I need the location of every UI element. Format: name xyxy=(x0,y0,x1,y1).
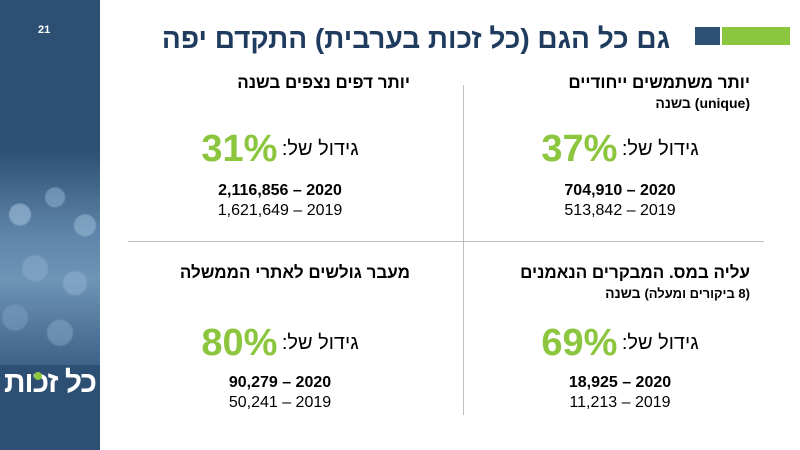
stat-subheading: (unique) בשנה xyxy=(655,95,750,111)
page-number: 21 xyxy=(38,24,51,36)
growth-row: גידול של: 37% xyxy=(490,128,750,171)
growth-label: גידול של: xyxy=(621,138,699,160)
value-2019: 11,213 – 2019 xyxy=(569,394,671,411)
growth-value: 80% xyxy=(201,322,278,364)
value-2019: 513,842 – 2019 xyxy=(564,202,676,219)
vertical-divider xyxy=(463,85,464,415)
stat-subheading-rest: בשנה xyxy=(605,285,645,301)
value-2020: 704,910 – 2020 xyxy=(564,182,676,199)
growth-label: גידול של: xyxy=(281,332,359,354)
sponsors-text: בסיוע משרד המשפטים, משרד הדיגיטל הלאומי … xyxy=(704,412,794,445)
stat-subheading-small: (8 ביקורים ומעלה) xyxy=(644,286,750,301)
stat-loyal-visitors: עליה במס. המבקרים הנאמנים (8 ביקורים ומע… xyxy=(470,262,750,411)
value-2020: 90,279 – 2020 xyxy=(228,374,332,391)
horizontal-divider xyxy=(128,241,764,242)
logo: כל זכות xyxy=(3,366,97,404)
crowd-photo xyxy=(0,150,100,365)
stat-subheading: (8 ביקורים ומעלה) בשנה xyxy=(470,283,750,304)
growth-row: גידול של: 69% xyxy=(490,322,750,365)
growth-row: גידול של: 31% xyxy=(150,128,410,171)
growth-value: 69% xyxy=(541,322,618,364)
growth-value: 37% xyxy=(541,128,618,170)
sponsor-line: בסיוע משרד המשפטים, xyxy=(719,413,794,422)
slide-title: גם כל הגם (כל זכות בערבית) התקדם יפה xyxy=(161,23,670,54)
value-2019: 1,621,649 – 2019 xyxy=(217,202,343,219)
growth-label: גידול של: xyxy=(281,138,359,160)
sidebar xyxy=(0,0,100,450)
title-accent-green xyxy=(722,27,790,45)
growth-label: גידול של: xyxy=(621,332,699,354)
stat-page-views: יותר דפים נצפים בשנה גידול של: 31% 2,116… xyxy=(130,72,410,219)
stat-heading: יותר משתמשים ייחודיים (unique) בשנה xyxy=(470,72,750,116)
logo-dot-icon xyxy=(34,372,42,380)
logo-text: כל זכות xyxy=(3,366,97,399)
stat-heading: יותר דפים נצפים בשנה xyxy=(130,72,410,116)
value-2020: 18,925 – 2020 xyxy=(568,374,672,391)
growth-row: גידול של: 80% xyxy=(150,322,410,365)
sponsor-line: וג'וינט ישראל xyxy=(753,435,794,444)
stat-heading-text: מעבר גולשים לאתרי הממשלה xyxy=(179,263,410,282)
stat-unique-users: יותר משתמשים ייחודיים (unique) בשנה גידו… xyxy=(470,72,750,219)
stat-heading: מעבר גולשים לאתרי הממשלה xyxy=(130,262,410,306)
stat-heading-text: עליה במס. המבקרים הנאמנים xyxy=(520,263,750,282)
stat-heading: עליה במס. המבקרים הנאמנים (8 ביקורים ומע… xyxy=(470,262,750,306)
value-2019: 50,241 – 2019 xyxy=(228,394,332,411)
logo-tagline: זכותך לדעת, זכותך לקבל xyxy=(723,396,796,403)
value-2020: 2,116,856 – 2020 xyxy=(218,182,342,199)
growth-value: 31% xyxy=(201,128,278,170)
sponsor-line: משרד הדיגיטל הלאומי xyxy=(723,424,794,433)
title-accent-blue xyxy=(695,27,720,45)
stat-heading-text: יותר משתמשים ייחודיים xyxy=(568,73,750,92)
stat-heading-text: יותר דפים נצפים בשנה xyxy=(237,73,410,92)
stat-gov-referrals: מעבר גולשים לאתרי הממשלה גידול של: 80% 9… xyxy=(130,262,410,411)
